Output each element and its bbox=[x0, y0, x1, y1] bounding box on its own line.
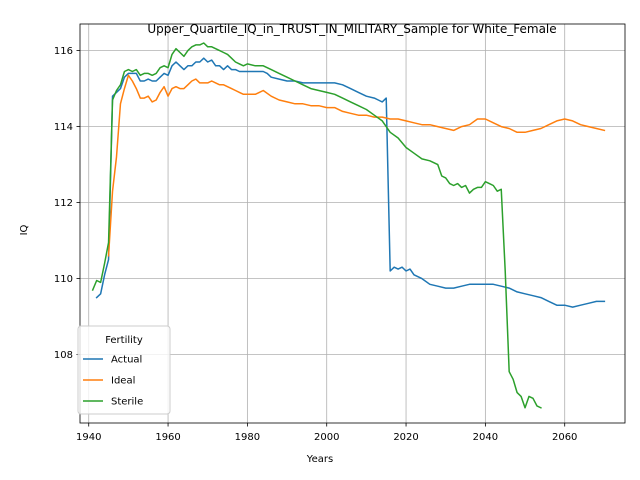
x-tick-label: 2000 bbox=[314, 432, 339, 443]
x-tick-label: 1980 bbox=[235, 432, 260, 443]
legend: Fertility Actual Ideal Sterile bbox=[77, 325, 171, 415]
chart-title: Upper_Quartile_IQ_in_TRUST_IN_MILITARY_S… bbox=[147, 22, 556, 36]
x-axis-title: Years bbox=[306, 454, 333, 465]
x-tick-label: 1960 bbox=[155, 432, 180, 443]
y-tick-label: 108 bbox=[54, 350, 73, 361]
legend-label-actual: Actual bbox=[111, 355, 142, 366]
series-line-ideal bbox=[107, 74, 606, 257]
legend-title: Fertility bbox=[105, 335, 143, 346]
y-tick-label: 112 bbox=[54, 198, 73, 209]
grid-lines bbox=[80, 24, 625, 423]
series-lines bbox=[91, 42, 606, 409]
x-tick-label: 2060 bbox=[552, 432, 577, 443]
y-axis-ticks: 108 110 112 114 116 bbox=[54, 46, 80, 361]
legend-box bbox=[77, 325, 171, 415]
y-tick-label: 116 bbox=[54, 46, 73, 57]
series-line-sterile bbox=[91, 42, 542, 409]
legend-label-sterile: Sterile bbox=[111, 397, 143, 408]
y-axis-title: IQ bbox=[19, 224, 30, 235]
series-line-actual bbox=[95, 57, 606, 308]
plot-frame bbox=[79, 23, 626, 424]
x-axis-ticks: 1940 1960 1980 2000 2020 2040 2060 bbox=[76, 423, 577, 443]
y-tick-label: 114 bbox=[54, 122, 73, 133]
x-tick-label: 2040 bbox=[473, 432, 498, 443]
legend-label-ideal: Ideal bbox=[111, 376, 135, 387]
x-tick-label: 2020 bbox=[393, 432, 418, 443]
y-tick-label: 110 bbox=[54, 274, 73, 285]
x-tick-label: 1940 bbox=[76, 432, 101, 443]
